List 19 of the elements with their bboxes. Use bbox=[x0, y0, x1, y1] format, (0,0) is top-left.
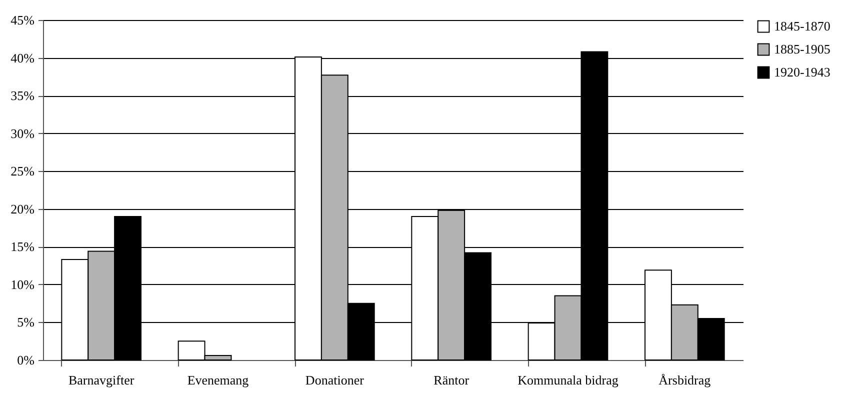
x-tick-label: Evenemang bbox=[187, 372, 250, 388]
x-tick-label: Donationer bbox=[305, 372, 365, 388]
y-tick-label: 35% bbox=[10, 88, 35, 104]
y-tick-label: 30% bbox=[10, 126, 35, 141]
y-tick-label: 15% bbox=[10, 239, 35, 254]
x-tick-label: Kommunala bidrag bbox=[518, 372, 619, 388]
legend-label: 1885-1905 bbox=[774, 42, 830, 56]
legend-label: 1845-1870 bbox=[774, 18, 830, 34]
x-tick-label: Årsbidrag bbox=[658, 372, 712, 388]
y-tick-label: 25% bbox=[10, 164, 35, 179]
legend-label: 1920-1943 bbox=[774, 64, 830, 80]
x-tick-label: Barnavgifter bbox=[68, 372, 135, 388]
y-tick-label: 0% bbox=[17, 352, 35, 368]
y-tick-label: 10% bbox=[10, 276, 35, 292]
y-tick-label: 45% bbox=[10, 12, 35, 28]
y-tick-label: 20% bbox=[10, 201, 35, 216]
x-tick-label: Räntor bbox=[434, 372, 470, 388]
y-tick-label: 40% bbox=[10, 50, 35, 66]
y-tick-label: 5% bbox=[17, 314, 35, 330]
